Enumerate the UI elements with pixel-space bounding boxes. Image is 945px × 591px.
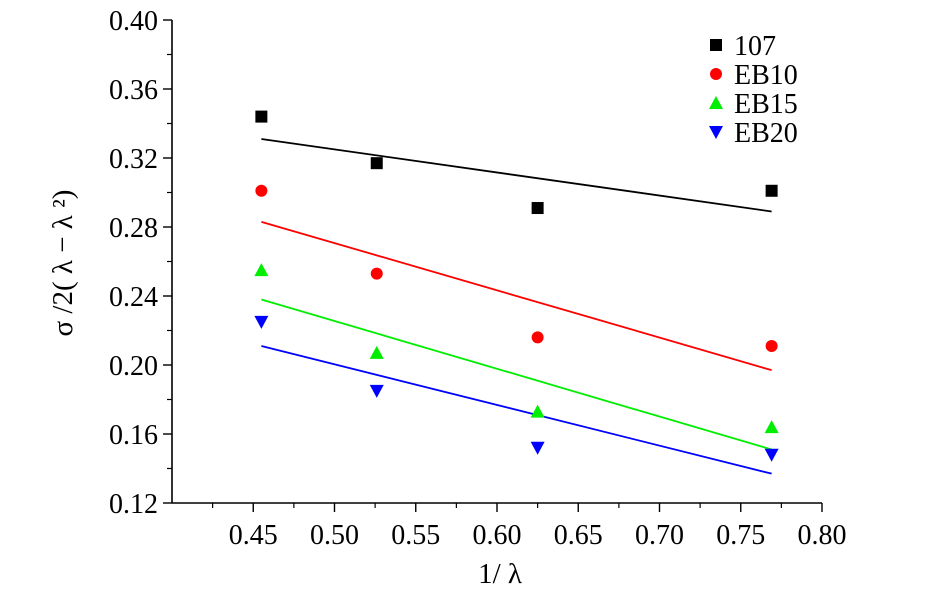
fit-line-eb15 <box>261 298 772 451</box>
x-tick-label: 0.70 <box>635 520 684 551</box>
legend-label-eb15: EB15 <box>734 89 798 120</box>
y-tick-label: 0.32 <box>109 144 158 175</box>
fit-lines <box>261 138 772 475</box>
data-point-eb10 <box>370 267 383 280</box>
data-point-eb10 <box>255 184 268 197</box>
x-axis-title: 1/ λ <box>478 558 522 590</box>
fit-line-eb20 <box>261 345 772 475</box>
x-tick-label: 0.65 <box>554 520 603 551</box>
x-tick-label: 0.60 <box>473 520 522 551</box>
data-point-eb20 <box>530 441 545 455</box>
y-axis-title: σ /2( λ − λ ²) <box>47 190 79 337</box>
fit-line-107 <box>261 138 772 213</box>
legend-marker-eb10 <box>710 68 722 80</box>
y-tick-label: 0.40 <box>109 6 158 37</box>
data-point-107 <box>370 157 383 170</box>
legend-label-107: 107 <box>734 31 776 62</box>
data-point-107 <box>765 184 778 197</box>
y-tick-label: 0.16 <box>109 420 158 451</box>
x-tick-label: 0.45 <box>229 520 278 551</box>
x-axis: 0.45 0.50 0.55 0.60 0.65 0.70 0.75 0.80 <box>212 503 847 551</box>
plot-frame <box>171 20 822 504</box>
x-tick-label: 0.75 <box>716 520 765 551</box>
x-tick-label: 0.55 <box>391 520 440 551</box>
data-point-eb20 <box>254 315 269 329</box>
y-axis: 0.12 0.16 0.20 0.24 0.28 0.32 0.36 0.40 <box>109 6 172 520</box>
data-point-eb15 <box>254 263 269 277</box>
x-tick-label: 0.80 <box>798 520 847 551</box>
legend-label-eb20: EB20 <box>734 118 798 149</box>
fit-line-eb10 <box>261 220 772 372</box>
y-tick-label: 0.12 <box>109 489 158 520</box>
data-point-eb15 <box>530 404 545 418</box>
y-tick-label: 0.20 <box>109 351 158 382</box>
y-tick-label: 0.24 <box>109 282 158 313</box>
data-point-eb20 <box>369 384 384 398</box>
data-point-eb10 <box>765 340 778 353</box>
data-point-eb20 <box>764 448 779 462</box>
data-points <box>254 110 779 462</box>
data-point-eb15 <box>764 420 779 434</box>
data-point-eb15 <box>369 345 384 359</box>
legend-marker-eb20 <box>709 126 723 139</box>
data-point-eb10 <box>531 331 544 344</box>
legend-marker-eb15 <box>709 96 723 109</box>
y-tick-label: 0.28 <box>109 213 158 244</box>
legend-marker-107 <box>710 39 722 51</box>
data-point-107 <box>255 110 268 123</box>
legend-label-eb10: EB10 <box>734 60 798 91</box>
data-point-107 <box>531 202 544 215</box>
y-tick-label: 0.36 <box>109 75 158 106</box>
x-tick-label: 0.50 <box>310 520 359 551</box>
